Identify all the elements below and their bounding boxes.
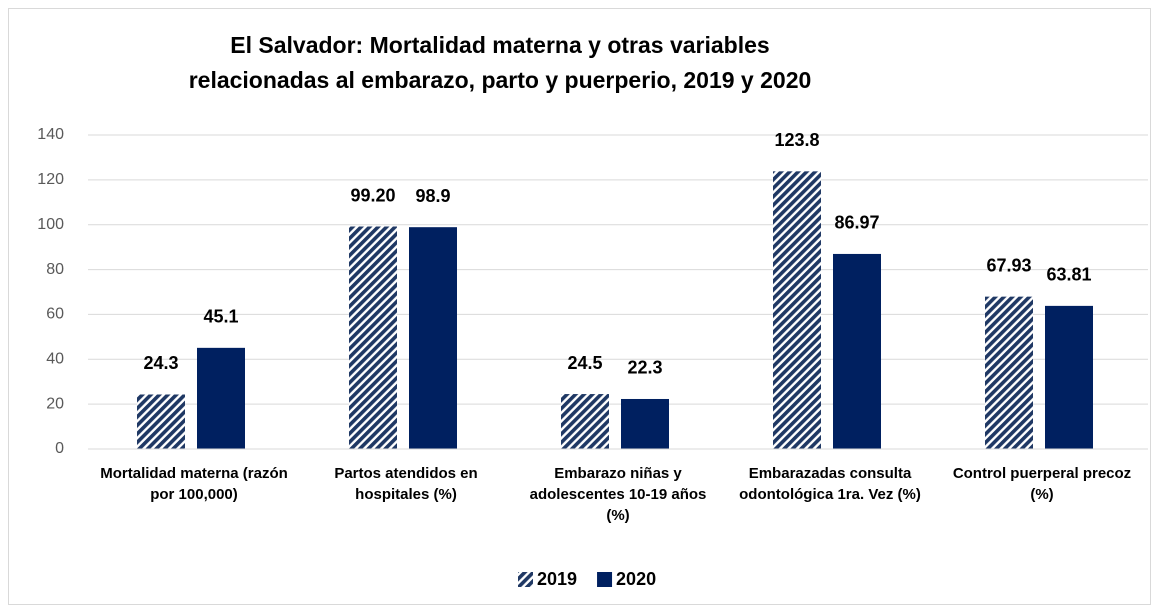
data-label: 63.81 [1046,265,1091,285]
y-tick-label: 120 [37,171,64,188]
data-label: 123.8 [774,130,819,150]
chart-border [8,8,1151,605]
legend-label: 2020 [616,569,656,589]
y-tick-label: 80 [46,261,64,278]
legend-label: 2019 [537,569,577,589]
data-label: 22.3 [627,358,662,378]
legend-swatch [597,572,613,587]
data-label: 99.20 [350,185,395,205]
data-label: 98.9 [415,186,450,206]
x-tick-label: Partos atendidos en hospitales (%) [334,465,478,503]
x-tick-label: Control puerperal precoz (%) [952,465,1132,503]
bar [1045,305,1093,449]
bar [197,347,245,449]
bar [409,227,457,449]
chart-title: relacionadas al embarazo, parto y puerpe… [189,67,812,93]
bar [621,398,669,449]
y-tick-label: 20 [46,395,64,412]
bar [137,394,185,449]
legend-swatch [518,572,533,587]
chart-title: El Salvador: Mortalidad materna y otras … [230,32,769,58]
data-label: 45.1 [203,307,238,327]
y-tick-label: 0 [55,440,64,457]
y-tick-label: 60 [46,306,64,323]
data-label: 67.93 [986,255,1031,275]
data-label: 24.3 [143,353,178,373]
x-tick-label: Mortalidad materna (razón por 100,000) [100,465,288,503]
y-tick-label: 140 [37,126,64,143]
y-tick-label: 40 [46,351,64,368]
x-tick-label: Embarazadas consulta odontológica 1ra. V… [739,465,921,503]
bar [833,253,881,449]
bar [773,171,821,449]
bar [985,296,1033,449]
y-tick-label: 100 [37,216,64,233]
data-label: 24.5 [567,353,602,373]
data-label: 86.97 [834,213,879,233]
bar [561,394,609,449]
x-tick-label: Embarazo niñas y adolescentes 10-19 años… [529,465,707,524]
bar [349,226,397,449]
